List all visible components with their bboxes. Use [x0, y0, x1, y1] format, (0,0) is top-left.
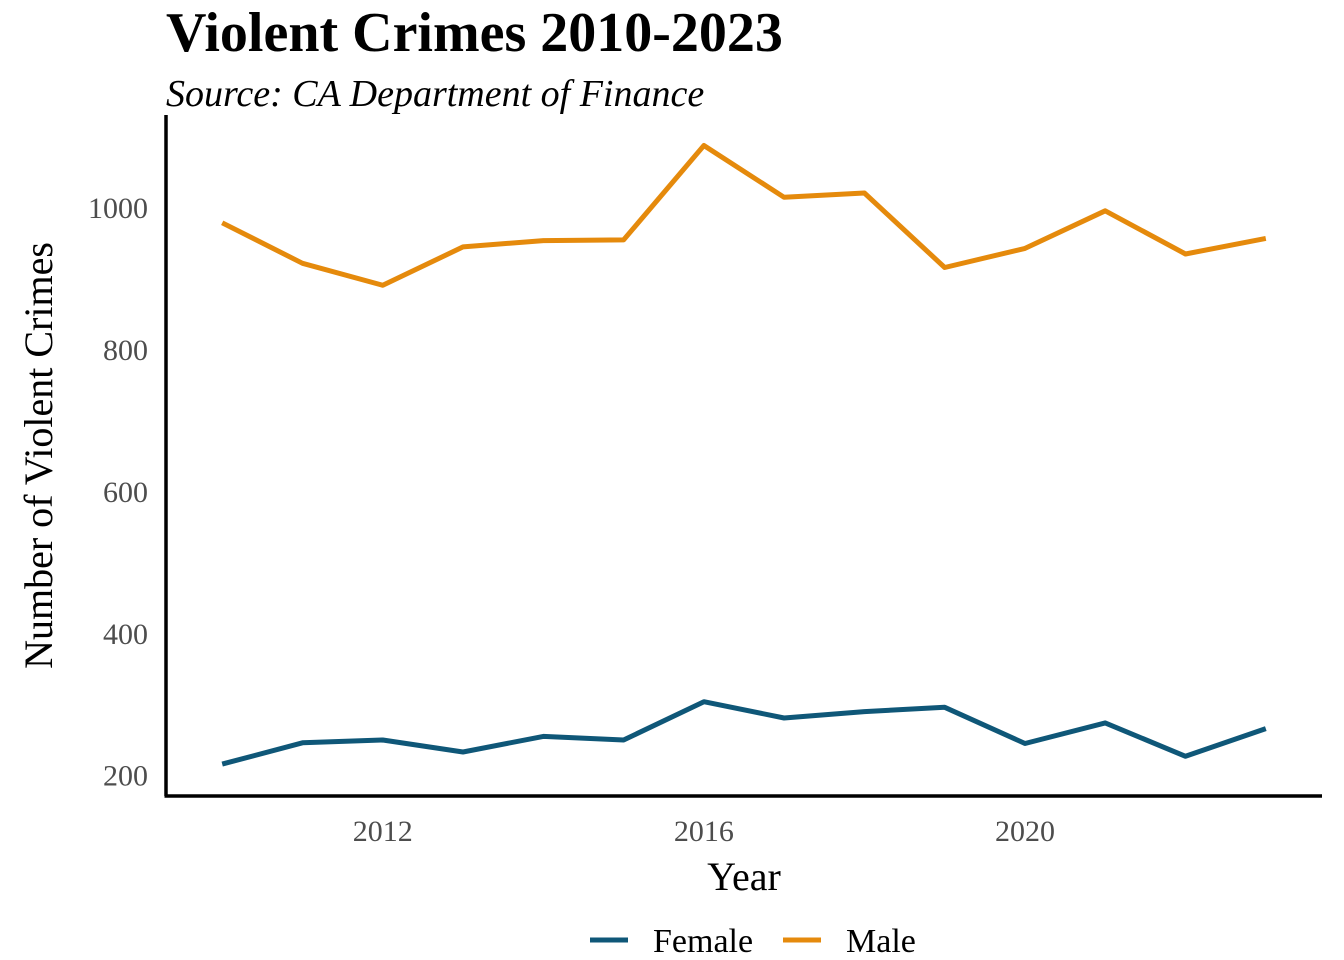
y-tick-label: 1000: [88, 192, 148, 225]
series-lines: [221, 143, 1267, 767]
legend: Female Male: [590, 923, 916, 960]
y-tick-label: 400: [103, 618, 148, 651]
chart-title: Violent Crimes 2010-2023: [166, 2, 783, 64]
x-tick-label: 2012: [353, 815, 413, 848]
y-axis-ticks: 200 400 600 800 1000: [88, 192, 148, 793]
x-tick-label: 2020: [995, 815, 1055, 848]
y-tick-label: 600: [103, 476, 148, 509]
series-line-male: [221, 143, 1267, 288]
series-line-female: [221, 699, 1267, 767]
legend-label-female: Female: [653, 923, 753, 960]
y-tick-label: 200: [103, 760, 148, 793]
chart-subtitle: Source: CA Department of Finance: [166, 73, 705, 115]
x-axis-ticks: 2012 2016 2020: [353, 815, 1055, 848]
axes: [164, 115, 1322, 798]
y-tick-label: 800: [103, 334, 148, 367]
x-tick-label: 2016: [674, 815, 734, 848]
legend-label-male: Male: [846, 923, 916, 960]
y-axis-title: Number of Violent Crimes: [16, 242, 61, 669]
x-axis-title: Year: [707, 854, 781, 899]
